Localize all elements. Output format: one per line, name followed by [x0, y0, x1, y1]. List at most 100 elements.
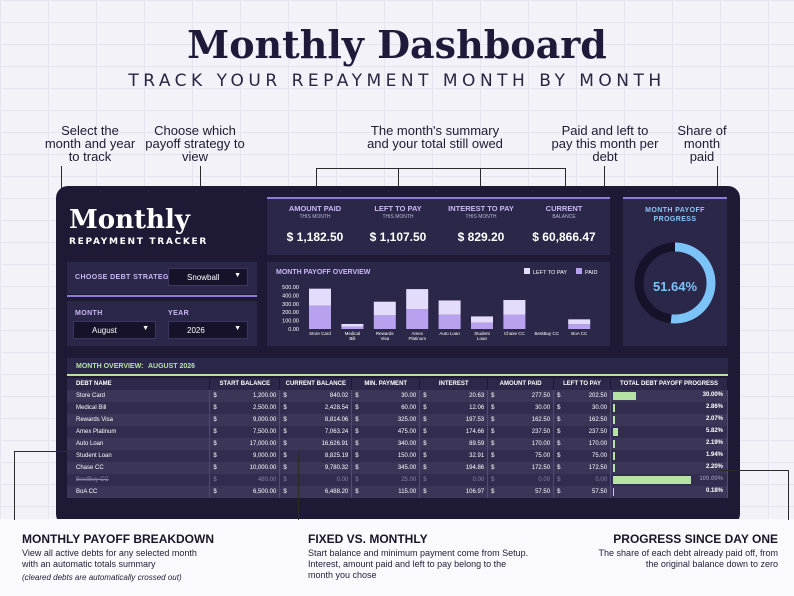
bar-paid	[471, 322, 493, 329]
table-row: Rewards Visa $9,000.00 $8,814.06 $325.00 $19…	[67, 414, 728, 426]
debt-name: Amex Platinum	[67, 426, 211, 438]
annotation-line	[718, 470, 788, 471]
logo-subtitle: REPAYMENT TRACKER	[69, 237, 208, 247]
annotation-summary: The month's summary and your total still…	[367, 123, 503, 151]
bar-left-to-pay	[568, 319, 591, 325]
y-tick-label: 300.00	[282, 302, 299, 308]
legend-label-paid: PAID	[585, 270, 597, 276]
y-tick-label: 500.00	[282, 285, 299, 291]
payoff-chart: MONTH PAYOFF OVERVIEW LEFT TO PAY PAID 500.…	[276, 268, 597, 341]
page-title: Monthly Dashboard	[187, 22, 607, 67]
bar-left-to-pay	[341, 323, 364, 327]
bar-left-to-pay	[471, 316, 493, 323]
legend-label-left: LEFT TO PAY	[533, 270, 567, 276]
annotation-line	[717, 166, 718, 190]
progress-bar	[613, 440, 615, 448]
debt-name: BestBuy CC	[67, 474, 211, 486]
annotation-paid-left: Paid and left to pay this month per debt	[551, 123, 659, 164]
legend-swatch-left	[524, 268, 530, 274]
progress-cell: 1.94%	[610, 450, 728, 462]
accent-line	[267, 197, 610, 199]
bar-paid	[503, 314, 526, 329]
footer-col3-text: The share of each debt already paid off,…	[598, 548, 778, 569]
year-label: YEAR	[168, 310, 190, 317]
logo-title: Monthly	[69, 205, 190, 235]
debt-name: BoA CC	[67, 486, 211, 498]
annotation-select-month: Select the month and year to track	[44, 123, 136, 164]
annotation-line	[480, 168, 481, 196]
page-subtitle: TRACK YOUR REPAYMENT MONTH BY MONTH	[128, 71, 666, 91]
progress-cell: 100.00%	[610, 474, 728, 486]
x-tick-label: Amex	[411, 331, 423, 336]
bar-left-to-pay	[373, 301, 396, 316]
progress-bar	[613, 392, 637, 400]
progress-cell: 0.18%	[610, 486, 728, 498]
progress-bar	[613, 452, 615, 460]
x-tick-label: Visa	[380, 336, 389, 341]
table-row: Student Loan $9,000.00 $8,825.19 $150.00 $32…	[67, 450, 728, 462]
progress-title: MONTH PAYOFF PROGRESS	[645, 207, 705, 223]
y-tick-label: 100.00	[282, 319, 299, 325]
y-tick-label: 400.00	[282, 293, 299, 299]
progress-value: 51.64%	[652, 279, 698, 294]
annotation-choose-strategy: Choose which payoff strategy to view	[145, 123, 245, 164]
chart-title: MONTH PAYOFF OVERVIEW	[276, 269, 371, 276]
chevron-down-icon: ▼	[234, 325, 241, 332]
bar-left-to-pay	[406, 289, 429, 310]
progress-cell: 2.20%	[610, 462, 728, 474]
progress-cell: 30.00%	[610, 390, 728, 402]
kpi-current-balance: CURRENT BALANCE $ 60,866.47	[532, 204, 596, 244]
progress-bar	[613, 428, 618, 436]
annotation-line	[14, 451, 15, 520]
bar-paid	[568, 324, 591, 329]
debt-name: Store Card	[67, 390, 211, 402]
bar-left-to-pay	[503, 300, 526, 315]
kpi-amount-paid: AMOUNT PAID THIS MONTH $ 1,182.50	[286, 204, 344, 244]
chevron-down-icon: ▼	[142, 325, 149, 332]
x-tick-label: BoA CC	[571, 331, 588, 336]
month-dropdown[interactable]: August ▼	[73, 321, 156, 339]
progress-ring-fill	[634, 242, 716, 324]
strategy-label: CHOOSE DEBT STRATEGY	[75, 274, 174, 281]
x-tick-label: Medical	[345, 331, 361, 336]
footer-col3-title: PROGRESS SINCE DAY ONE	[613, 532, 778, 546]
year-dropdown[interactable]: 2026 ▼	[168, 321, 248, 339]
y-tick-label: 200.00	[282, 310, 299, 316]
table-row: Auto Loan $17,000.00 $16,626.91 $340.00 $89.…	[67, 438, 728, 450]
month-label: MONTH	[75, 310, 103, 317]
annotation-share: Share of month paid	[677, 123, 727, 164]
chevron-down-icon: ▼	[234, 272, 241, 279]
x-tick-label: Bill	[349, 336, 355, 341]
debt-name: Chase CC	[67, 462, 211, 474]
progress-bar	[613, 416, 615, 424]
strategy-value: Snowball	[187, 273, 220, 282]
bar-paid	[406, 309, 429, 329]
x-tick-label: Auto Loan	[439, 331, 460, 336]
table-row: BestBuy CC $480.00 $0.00 $25.00 $0.00 $0.00 $0…	[67, 474, 728, 486]
debt-name: Medical Bill	[67, 402, 211, 414]
progress-cell: 2.19%	[610, 438, 728, 450]
kpi-panel	[267, 197, 610, 255]
legend-swatch-paid	[576, 268, 582, 274]
x-tick-label: Student	[474, 331, 490, 336]
x-tick-label: Rewards	[376, 331, 395, 336]
bar-left-to-pay	[309, 288, 331, 306]
footer-col1-text: View all active debts for any selected m…	[22, 548, 197, 569]
bar-paid	[438, 314, 461, 329]
annotation-line	[14, 451, 68, 452]
progress-ring	[634, 242, 716, 324]
debt-table: DEBT NAME START BALANCE CURRENT BALANCE MIN…	[67, 378, 728, 498]
footer-col2-text: Start balance and minimum payment come f…	[308, 548, 529, 580]
month-value: August	[92, 326, 117, 335]
table-row: Chase CC $10,000.00 $9,780.32 $345.00 $194.8…	[67, 462, 728, 474]
table-row: Store Card $1,200.00 $840.02 $30.00 $20.63 $2…	[67, 390, 728, 402]
x-tick-label: Platinum	[408, 336, 426, 341]
progress-bar	[613, 464, 615, 472]
annotation-line	[316, 168, 317, 196]
table-row: Medical Bill $2,500.00 $2,428.54 $60.00 $12.…	[67, 402, 728, 414]
y-tick-label: 0.00	[288, 327, 299, 333]
strategy-dropdown[interactable]: Snowball ▼	[168, 268, 248, 286]
table-header-row: DEBT NAME START BALANCE CURRENT BALANCE MIN…	[67, 378, 728, 390]
progress-bar	[613, 404, 616, 412]
annotation-line	[788, 470, 789, 520]
